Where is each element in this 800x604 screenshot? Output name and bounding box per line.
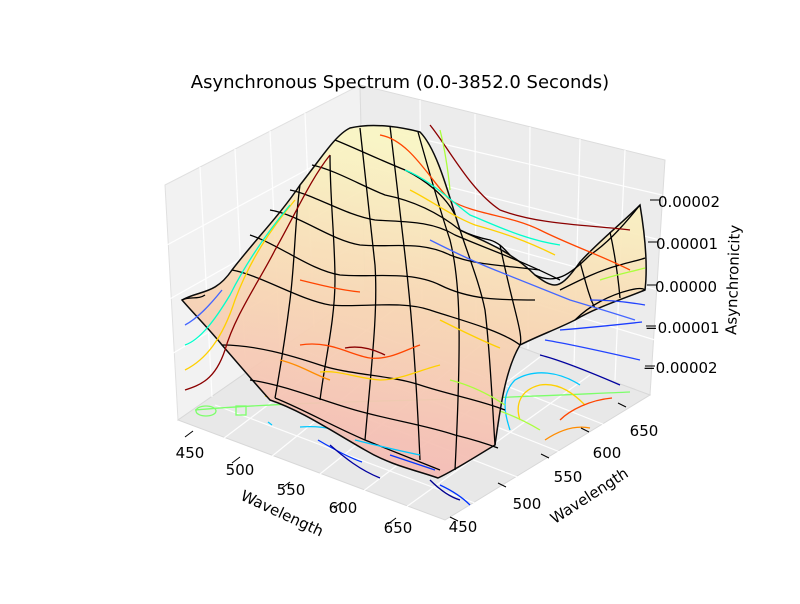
- x-tick-label: 650: [384, 519, 413, 537]
- wall-contours: [184, 124, 646, 391]
- x-tick-label: 550: [277, 481, 306, 499]
- x-tick-label: 600: [329, 499, 358, 517]
- x-tick-label: 500: [226, 461, 255, 479]
- surface-contours: [279, 279, 506, 471]
- z-tick-label: 0.00000: [655, 278, 717, 296]
- y-tick-label: 650: [630, 422, 659, 440]
- z-axis: 0.00002 0.00001 0.00000 −0.00001 −0.0000…: [643, 193, 744, 377]
- chart-title: Asynchronous Spectrum (0.0-3852.0 Second…: [190, 72, 610, 93]
- z-tick-label: 0.00001: [656, 235, 718, 253]
- y-tick-label: 550: [554, 468, 583, 486]
- y-tick-label: 500: [513, 495, 542, 513]
- surface-mesh: [181, 125, 646, 471]
- y-tick-label: 450: [449, 518, 478, 536]
- surface: [180, 124, 647, 479]
- z-axis-label: Asynchronicity: [722, 224, 744, 335]
- z-tick-label: −0.00001: [645, 319, 720, 337]
- x-tick-label: 450: [176, 444, 205, 462]
- z-tick-label: 0.00002: [658, 193, 720, 211]
- z-tick-label: −0.00002: [643, 359, 718, 377]
- y-tick-label: 600: [593, 444, 622, 462]
